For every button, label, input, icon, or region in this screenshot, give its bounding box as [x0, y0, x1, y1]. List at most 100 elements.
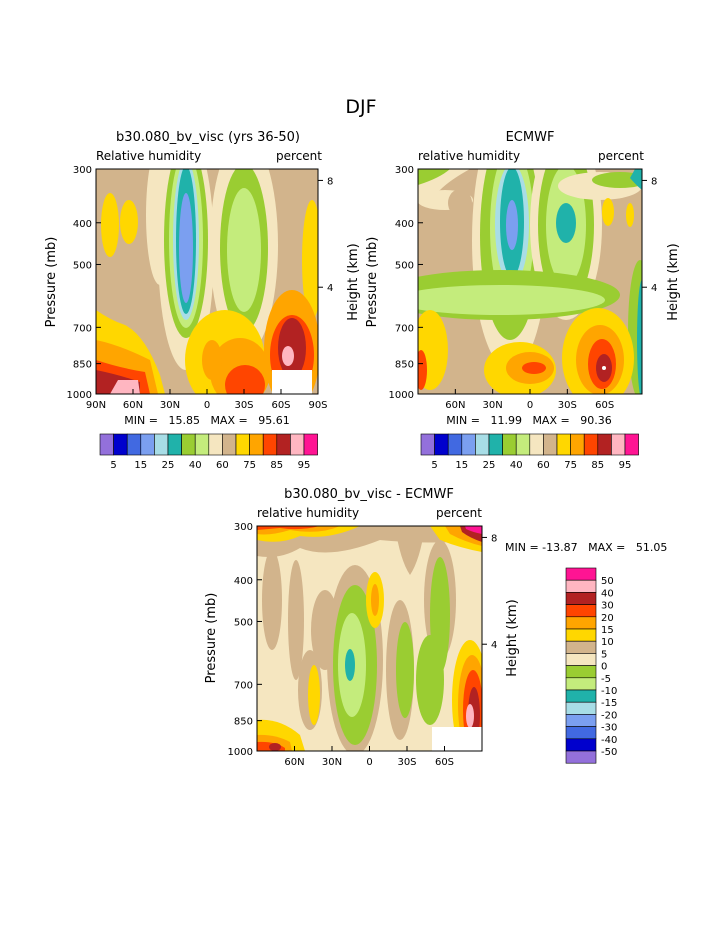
panel-difference-axes: 300 400 500 700 850 1000 8 4 60N 30N 0 30S 60S — [228, 522, 498, 768]
legend-label: -50 — [601, 747, 617, 758]
x-tick-label: 0 — [527, 400, 533, 411]
legend-swatch — [565, 677, 597, 691]
y-tick-label: 850 — [73, 360, 92, 371]
legend-swatch — [570, 433, 585, 456]
legend-swatch — [556, 433, 571, 456]
panel-difference-y2label: Height (km) — [505, 599, 520, 676]
y-tick-label: 400 — [73, 219, 92, 230]
legend-label: 5 — [601, 649, 607, 660]
legend-swatch — [249, 433, 264, 456]
legend-label: -10 — [601, 686, 617, 697]
panel-difference-title: b30.080_bv_visc - ECMWF — [284, 487, 454, 502]
legend-label: 60 — [537, 460, 550, 471]
page-title: DJF — [345, 96, 376, 118]
legend-label: 10 — [601, 637, 614, 648]
legend-swatch — [276, 433, 291, 456]
y-tick-label: 700 — [234, 680, 253, 691]
x-tick-label: 0 — [366, 757, 372, 768]
legend-swatch — [290, 433, 305, 456]
panel-ecmwf-y2label: Height (km) — [666, 243, 681, 320]
y-tick-label: 850 — [234, 717, 253, 728]
y-tick-label: 300 — [73, 165, 92, 176]
panel-model-variable: Relative humidity — [96, 149, 201, 163]
panel-difference: b30.080_bv_visc - ECMWF relative humidit… — [204, 487, 667, 768]
legend-swatch — [565, 579, 597, 593]
legend-label: 15 — [601, 625, 614, 636]
legend-swatch — [262, 433, 278, 456]
legend-swatch — [583, 433, 599, 456]
y-tick-label: 500 — [234, 617, 253, 628]
legend-swatch — [565, 640, 597, 654]
legend-label: 40 — [189, 460, 202, 471]
legend-swatch — [543, 433, 558, 456]
legend-swatch — [113, 433, 128, 456]
legend-label: 75 — [564, 460, 577, 471]
x-tick-label: 30N — [160, 400, 180, 411]
legend-swatch — [140, 433, 155, 456]
legend-label: 50 — [601, 576, 614, 587]
legend-swatch — [565, 701, 597, 715]
legend-label: 60 — [216, 460, 229, 471]
legend-swatch — [565, 665, 597, 679]
legend-label: -20 — [601, 710, 617, 721]
panel-model-axes: 300 400 500 700 850 1000 8 4 90N 60N 30N 0 30S 60S 90S — [67, 165, 334, 411]
legend-label: -5 — [601, 674, 611, 685]
x-tick-label: 60N — [284, 757, 304, 768]
legend-swatch — [565, 653, 597, 666]
legend-swatch — [99, 433, 114, 456]
legend-label: 85 — [270, 460, 283, 471]
panel-ecmwf-contours — [418, 169, 642, 394]
x-tick-label: 0 — [204, 400, 210, 411]
legend-label: 25 — [483, 460, 496, 471]
panel-ecmwf-units: percent — [598, 149, 644, 163]
legend-swatch — [475, 433, 490, 456]
legend-label: 25 — [162, 460, 175, 471]
legend-label: 40 — [510, 460, 523, 471]
legend-label: 15 — [134, 460, 147, 471]
legend-swatch — [235, 433, 250, 456]
legend-swatch — [565, 738, 597, 752]
y-tick-label: 700 — [395, 323, 414, 334]
legend-swatch — [565, 726, 597, 740]
panel-ecmwf-legend: 5 15 25 40 60 75 85 95 — [420, 433, 639, 471]
legend-label: -40 — [601, 735, 617, 746]
panel-model-legend: 5 15 25 40 60 75 85 95 — [99, 433, 318, 471]
x-tick-label: 60S — [435, 757, 454, 768]
legend-label: 95 — [619, 460, 632, 471]
legend-label: 40 — [601, 588, 614, 599]
legend-swatch — [434, 433, 449, 456]
x-tick-label: 60S — [271, 400, 290, 411]
y-tick-label: 1000 — [389, 390, 414, 401]
y-tick-label: 1000 — [228, 747, 253, 758]
legend-swatch — [515, 433, 531, 456]
x-tick-label: 30S — [558, 400, 577, 411]
legend-swatch — [154, 433, 169, 456]
panel-model: b30.080_bv_visc (yrs 36-50) Relative hum… — [44, 130, 361, 471]
y-tick-label: 400 — [395, 219, 414, 230]
legend-swatch — [461, 433, 476, 456]
panel-ecmwf-axes: 300 400 500 700 850 1000 8 4 60N 30N 0 30S 60S — [389, 165, 658, 411]
panel-ecmwf-ylabel: Pressure (mb) — [365, 237, 380, 328]
y-tick-label: 700 — [73, 323, 92, 334]
panel-model-ylabel: Pressure (mb) — [44, 237, 59, 328]
legend-swatch — [126, 433, 142, 456]
x-tick-label: 30S — [234, 400, 253, 411]
legend-label: 0 — [601, 662, 607, 673]
legend-swatch — [565, 689, 597, 703]
y2-tick-label: 4 — [491, 640, 497, 651]
x-tick-label: 60N — [123, 400, 143, 411]
legend-label: 30 — [601, 601, 614, 612]
legend-swatch — [194, 433, 210, 456]
y2-tick-label: 8 — [491, 533, 497, 544]
y2-tick-label: 4 — [651, 283, 657, 294]
legend-swatch — [565, 616, 597, 630]
legend-label: 85 — [591, 460, 604, 471]
legend-label: -30 — [601, 723, 617, 734]
x-tick-label: 90S — [308, 400, 327, 411]
x-tick-label: 60S — [595, 400, 614, 411]
panel-model-title: b30.080_bv_visc (yrs 36-50) — [116, 130, 300, 145]
legend-label: 5 — [431, 460, 437, 471]
y2-tick-label: 8 — [327, 176, 333, 187]
panel-ecmwf: ECMWF relative humidity percent — [365, 130, 681, 471]
